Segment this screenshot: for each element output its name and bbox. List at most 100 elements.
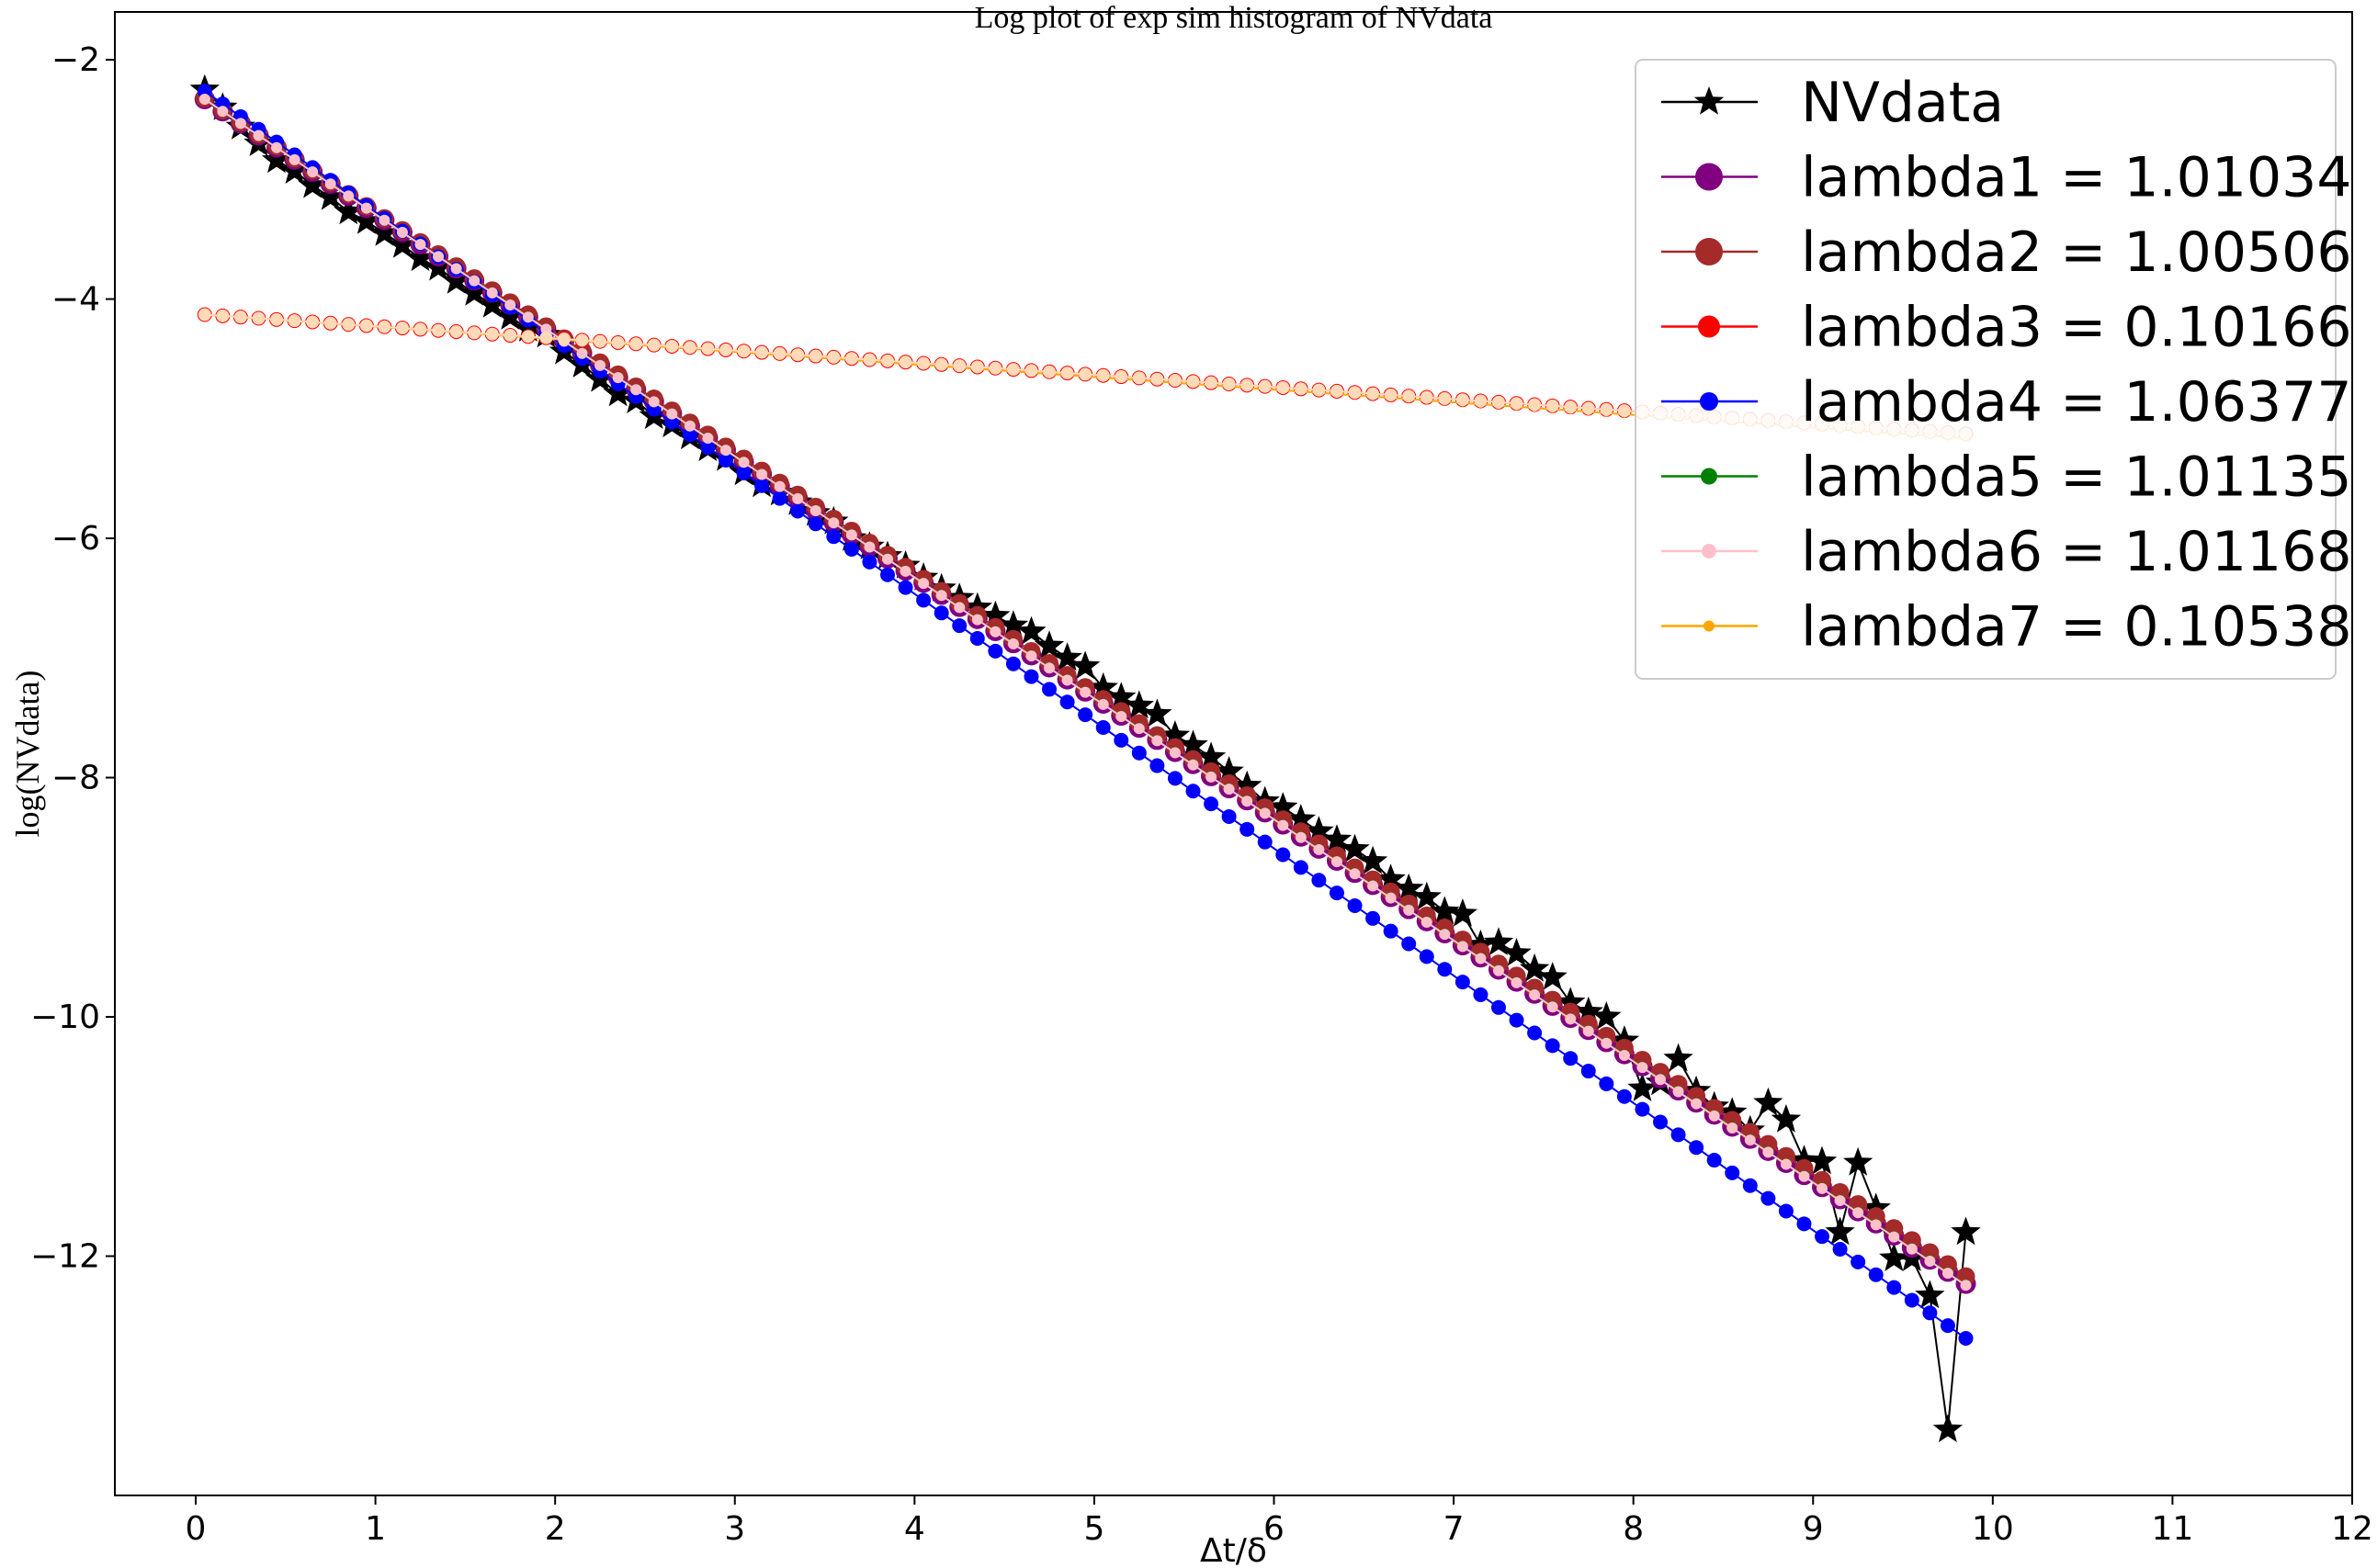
data-point [988,643,1003,659]
plot-frame [114,11,2353,1496]
data-point [289,153,300,165]
data-point [1365,910,1381,926]
data-point [1580,1064,1596,1079]
data-point [1510,397,1523,411]
data-point [882,553,894,565]
legend-box [1635,59,2337,680]
data-point [1636,1062,1648,1074]
data-point [1151,735,1163,747]
data-point [1221,808,1237,824]
data-point [629,337,643,351]
data-point [647,338,661,352]
data-point [1042,682,1058,697]
data-point [1403,904,1415,916]
legend-item: lambda2 = 1.00506 [1661,220,2352,285]
data-point [1131,745,1147,761]
data-point [441,265,471,294]
data-point [1275,847,1291,863]
data-point [307,166,319,178]
data-point [1043,365,1057,378]
data-point [395,321,409,335]
series-lambda6 [198,94,1972,1292]
data-point [1411,881,1442,910]
data-point [486,287,498,299]
data-point [1600,402,1613,416]
data-point [1537,962,1568,990]
data-point [774,480,786,492]
data-point [899,355,912,369]
data-point [1870,1219,1882,1231]
data-point [1852,1207,1864,1219]
data-point [1348,386,1362,400]
data-point [1509,1012,1524,1028]
data-point [1618,1049,1630,1061]
data-point [306,315,320,329]
data-point [1564,400,1578,414]
data-point [1142,698,1172,728]
x-tick-label: 6 [1263,1510,1285,1548]
data-point [378,320,391,333]
data-point [1582,1025,1594,1037]
data-point [1007,637,1019,649]
data-point [1168,374,1182,388]
data-point [1545,399,1559,412]
data-point [1563,1051,1579,1066]
data-point [611,335,625,349]
data-point [323,316,337,330]
data-point [1025,650,1037,662]
data-point [1744,1134,1756,1146]
data-point [648,396,660,408]
data-point [557,333,571,346]
data-point [1186,375,1200,389]
data-point [1167,771,1183,786]
data-point [1490,999,1506,1015]
legend-label: lambda5 = 1.01135 [1801,446,2352,510]
data-point [1114,732,1129,748]
data-point [1024,364,1038,378]
data-point [773,346,787,360]
data-point [477,289,507,318]
data-point [1932,1414,1964,1443]
data-point [1329,886,1344,901]
data-point [1501,938,1532,966]
data-point [1276,380,1290,394]
data-point [334,196,364,225]
data-point [1367,880,1379,892]
data-point [1080,686,1092,698]
data-point [1888,1231,1900,1243]
data-point [1456,941,1468,953]
data-point [1268,792,1298,820]
data-point [1024,669,1039,684]
data-point [423,252,454,281]
data-point [261,144,292,174]
legend-label: NVdata [1801,71,2004,135]
data-point [1133,723,1145,735]
legend-item: lambda6 = 1.01168 [1661,520,2352,584]
data-point [1439,929,1451,941]
data-point [954,602,966,614]
legend-item: NVdata [1661,71,2004,135]
data-point [934,357,948,371]
data-point [1005,656,1021,671]
data-point [1886,1280,1902,1295]
data-point [1222,377,1236,390]
data-point [1742,1178,1758,1193]
data-point [504,329,517,343]
data-point [1187,759,1199,771]
data-point [738,457,750,468]
y-tick-label: −4 [51,281,100,319]
data-point [253,130,265,141]
data-point [369,217,400,246]
data-point [1753,1087,1783,1116]
data-point [1178,729,1208,759]
data-point [1223,784,1235,795]
data-point [1383,923,1398,939]
data-point [359,319,373,333]
data-point [1106,682,1137,710]
data-point [1205,376,1218,389]
data-point [1059,694,1075,710]
data-point [1806,1145,1838,1175]
y-tick-label: −2 [51,41,100,79]
data-point [1762,1146,1774,1158]
data-point [791,348,805,362]
